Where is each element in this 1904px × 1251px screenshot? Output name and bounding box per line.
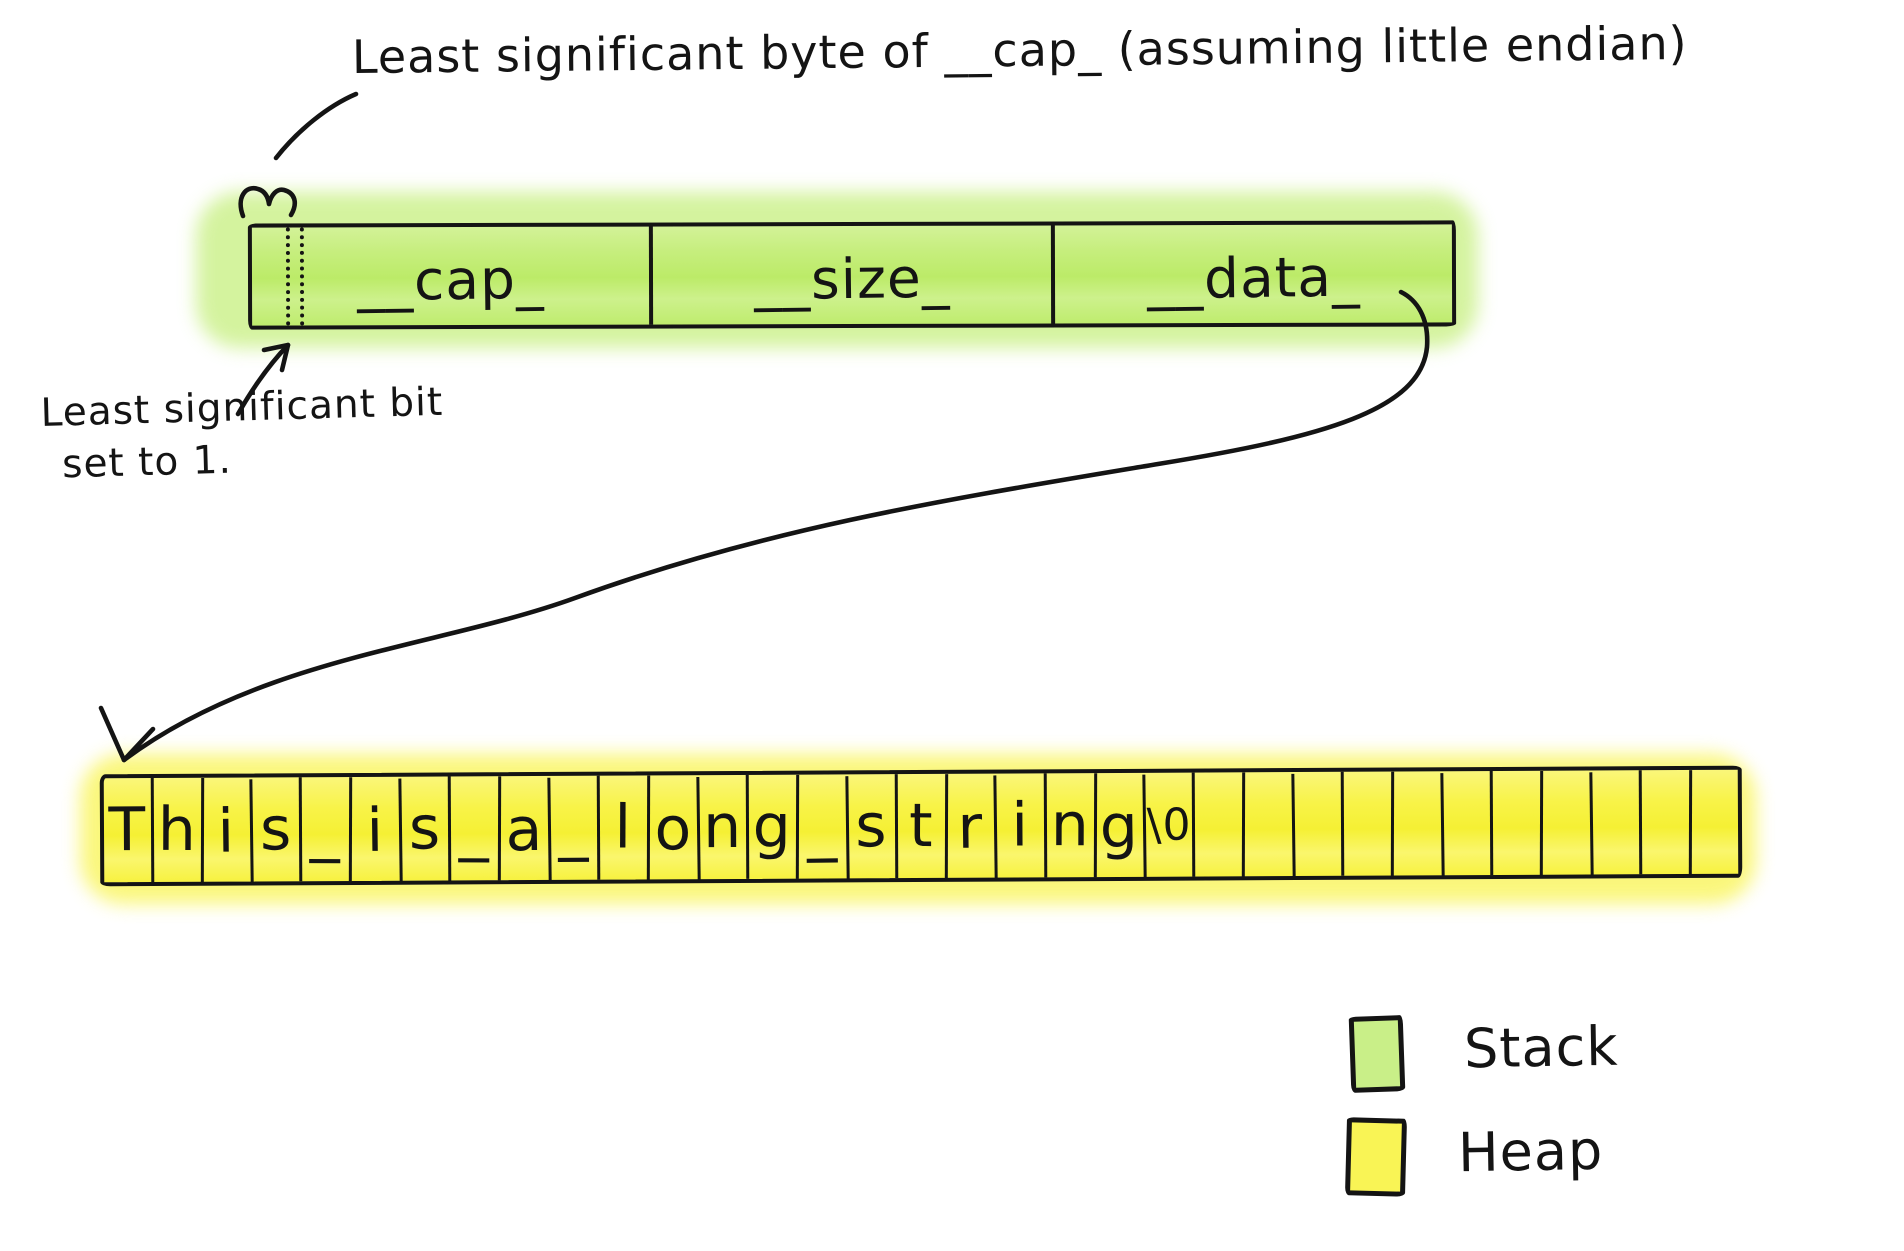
heap-byte-cell: r bbox=[946, 775, 998, 881]
struct-field-cap: __cap_ bbox=[252, 227, 650, 326]
lsb-byte-annotation: Least significant byte of __cap_ (assumi… bbox=[351, 16, 1688, 84]
heap-legend-label: Heap bbox=[1457, 1118, 1604, 1185]
stack-legend-label: Stack bbox=[1463, 1014, 1620, 1081]
heap-byte-cell: t bbox=[897, 773, 948, 879]
data-pointer-arrowhead bbox=[98, 705, 156, 763]
heap-byte-cell bbox=[1393, 773, 1445, 878]
stack-legend-swatch bbox=[1348, 1015, 1406, 1093]
heap-byte-cell: _ bbox=[550, 775, 601, 880]
struct-field-data: __data_ bbox=[1050, 224, 1453, 324]
heap-byte-cell: s bbox=[401, 776, 452, 881]
lsb-byte-dotted-line bbox=[299, 227, 305, 326]
heap-byte-cell: _ bbox=[302, 777, 353, 882]
heap-legend-swatch bbox=[1344, 1117, 1408, 1197]
heap-byte-cell: T bbox=[103, 778, 154, 883]
lsb-bit-arrowhead bbox=[261, 342, 291, 373]
heap-byte-cell bbox=[1691, 772, 1739, 877]
heap-buffer-bar: T h i s _ i s _ a _ l o n g _ s bbox=[99, 765, 1743, 887]
heap-byte-cell bbox=[1244, 773, 1296, 879]
heap-byte-cell: n bbox=[1046, 773, 1097, 878]
heap-byte-cell bbox=[1443, 771, 1494, 876]
heap-byte-cell: g bbox=[748, 774, 799, 879]
data-field-label: __data_ bbox=[1146, 244, 1361, 312]
heap-byte-cell bbox=[1591, 770, 1643, 875]
data-pointer-arrow bbox=[121, 289, 1430, 763]
heap-byte-cell bbox=[1195, 772, 1246, 877]
heap-byte-cell bbox=[1344, 771, 1395, 876]
lsb-byte-dotted-line bbox=[285, 227, 291, 326]
heap-byte-cell bbox=[1641, 770, 1692, 875]
annotation-connector-curve bbox=[273, 91, 359, 161]
heap-byte-cell: n bbox=[699, 774, 750, 880]
lsb-bit-annotation-line1: Least significant bit bbox=[40, 379, 444, 436]
heap-byte-cell: _ bbox=[797, 776, 849, 881]
stack-struct-bar: __cap_ __size_ __data_ bbox=[247, 220, 1457, 330]
heap-byte-cell: s bbox=[252, 777, 303, 882]
heap-byte-cell bbox=[1294, 771, 1345, 877]
struct-field-size: __size_ bbox=[649, 225, 1051, 325]
heap-byte-cell bbox=[1492, 770, 1543, 875]
heap-byte-cell: i bbox=[202, 779, 254, 884]
cap-field-label: __cap_ bbox=[356, 246, 545, 314]
heap-byte-cell: \0 bbox=[1145, 772, 1196, 877]
heap-byte-cell bbox=[1542, 772, 1593, 877]
heap-byte-cell: s bbox=[847, 774, 899, 879]
heap-byte-cell: g bbox=[1095, 774, 1147, 880]
heap-byte-cell: a bbox=[500, 777, 552, 883]
heap-byte-cell: i bbox=[996, 773, 1047, 878]
heap-byte-cell: h bbox=[153, 777, 204, 882]
lsb-bit-annotation: Least significant bit set to 1. bbox=[40, 377, 445, 492]
heap-byte-cell: o bbox=[649, 776, 701, 882]
heap-byte-cell: l bbox=[599, 775, 650, 880]
heap-byte-cell: i bbox=[351, 778, 403, 884]
heap-byte-cell: _ bbox=[451, 776, 502, 881]
lsb-bit-annotation-line2: set to 1. bbox=[61, 437, 233, 488]
size-field-label: __size_ bbox=[753, 245, 951, 313]
